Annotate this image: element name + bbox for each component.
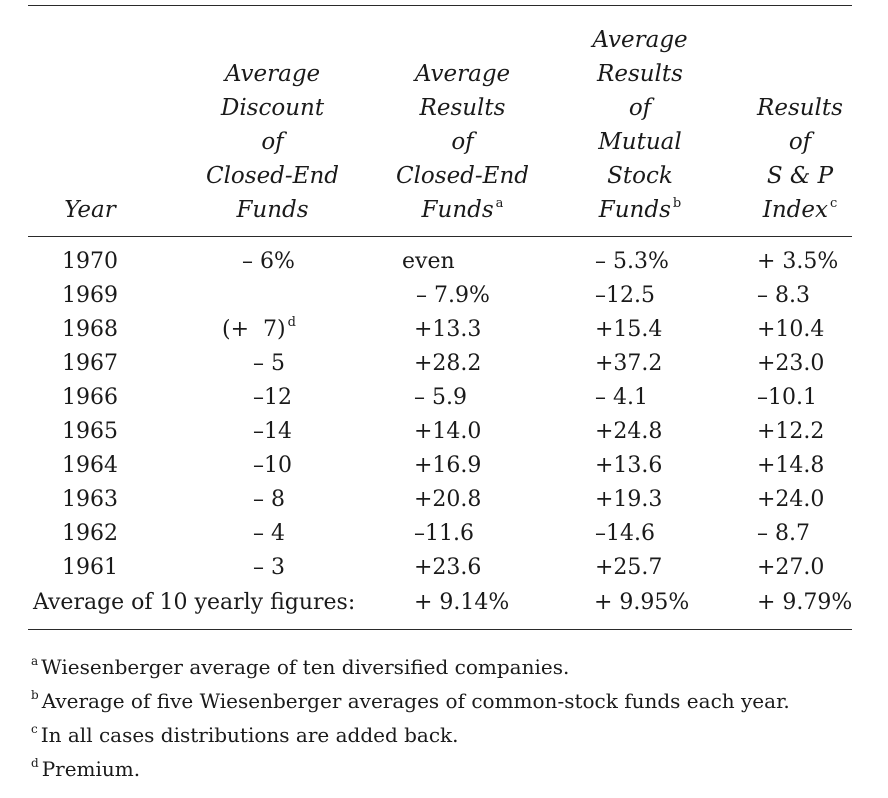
year-cell: 1965 bbox=[62, 419, 118, 444]
footnote-mark-c: c bbox=[829, 196, 838, 211]
sp-index-cell: – 8.3 bbox=[757, 283, 810, 308]
closed-end-cell: +13.3 bbox=[414, 317, 482, 342]
average-row: Average of 10 yearly figures: + 9.14% + … bbox=[0, 586, 888, 620]
footnote-mark-d: d bbox=[287, 315, 296, 330]
header-year: Year bbox=[64, 197, 116, 223]
closed-end-cell: – 7.9% bbox=[402, 283, 490, 308]
bottom-rule bbox=[28, 629, 852, 630]
header-average-discount: Average Discount of Closed-End Funds bbox=[205, 61, 340, 223]
closed-end-cell: +20.8 bbox=[414, 487, 482, 512]
table-row: 1970 – 6% even – 5.3% + 3.5% bbox=[0, 245, 888, 279]
sp-index-cell: –10.1 bbox=[757, 385, 817, 410]
year-cell: 1968 bbox=[62, 317, 118, 342]
sp-index-cell: +10.4 bbox=[757, 317, 825, 342]
year-cell: 1967 bbox=[62, 351, 118, 376]
sp-index-cell: +24.0 bbox=[757, 487, 825, 512]
footnote-mark-a: a bbox=[495, 196, 504, 211]
header-sp-index-results: Results of S & P Index c bbox=[757, 95, 843, 223]
closed-end-cell: +14.0 bbox=[414, 419, 482, 444]
footnote-mark-b: b bbox=[672, 196, 682, 211]
discount-cell: – 8 bbox=[253, 487, 285, 512]
discount-cell: – 4 bbox=[253, 521, 285, 546]
average-sp-index: + 9.79% bbox=[757, 590, 853, 615]
discount-cell: – 3 bbox=[253, 555, 285, 580]
header-rule bbox=[28, 236, 852, 237]
closed-end-cell: –11.6 bbox=[414, 521, 474, 546]
mutual-fund-cell: –14.6 bbox=[595, 521, 655, 546]
year-cell: 1970 bbox=[62, 249, 118, 274]
year-cell: 1964 bbox=[62, 453, 118, 478]
closed-end-cell: +28.2 bbox=[414, 351, 482, 376]
closed-end-cell: +16.9 bbox=[414, 453, 482, 478]
discount-cell: (+ 7) d bbox=[222, 315, 296, 342]
sp-index-cell: +14.8 bbox=[757, 453, 825, 478]
year-cell: 1966 bbox=[62, 385, 118, 410]
sp-index-cell: +27.0 bbox=[757, 555, 825, 580]
sp-index-cell: – 8.7 bbox=[757, 521, 810, 546]
table-row: 1963 – 8 +20.8 +19.3 +24.0 bbox=[0, 483, 888, 517]
year-cell: 1962 bbox=[62, 521, 118, 546]
mutual-fund-cell: –12.5 bbox=[595, 283, 655, 308]
mutual-fund-cell: – 4.1 bbox=[595, 385, 648, 410]
footnote-b: b Average of five Wiesenberger averages o… bbox=[31, 688, 790, 713]
discount-cell: –10 bbox=[253, 453, 292, 478]
header-mutual-fund-results: Average Results of Mutual Stock Funds b bbox=[592, 27, 688, 223]
mutual-fund-cell: – 5.3% bbox=[595, 249, 669, 274]
footnote-a: a Wiesenberger average of ten diversified… bbox=[31, 654, 570, 679]
table-row: 1961 – 3 +23.6 +25.7 +27.0 bbox=[0, 551, 888, 585]
header-closed-end-results: Average Results of Closed-End Funds a bbox=[395, 61, 530, 223]
table-row: 1962 – 4 –11.6 –14.6 – 8.7 bbox=[0, 517, 888, 551]
mutual-fund-cell: +19.3 bbox=[595, 487, 663, 512]
table-row: 1964 –10 +16.9 +13.6 +14.8 bbox=[0, 449, 888, 483]
table-row: 1966 –12 – 5.9 – 4.1 –10.1 bbox=[0, 381, 888, 415]
mutual-fund-cell: +25.7 bbox=[595, 555, 663, 580]
sp-index-cell: +23.0 bbox=[757, 351, 825, 376]
mutual-fund-cell: +24.8 bbox=[595, 419, 663, 444]
mutual-fund-cell: +15.4 bbox=[595, 317, 663, 342]
table-row: 1969 – 7.9% –12.5 – 8.3 bbox=[0, 279, 888, 313]
table-row: 1968 (+ 7) d +13.3 +15.4 +10.4 bbox=[0, 313, 888, 347]
sp-index-cell: +12.2 bbox=[757, 419, 825, 444]
footnotes: a Wiesenberger average of ten diversified… bbox=[31, 650, 861, 786]
average-label: Average of 10 yearly figures: bbox=[33, 590, 356, 615]
discount-cell: –12 bbox=[253, 385, 292, 410]
footnote-d: d Premium. bbox=[31, 756, 141, 781]
sp-index-cell: + 3.5% bbox=[757, 249, 839, 274]
year-cell: 1969 bbox=[62, 283, 118, 308]
footnote-c: c In all cases distributions are added ba… bbox=[31, 722, 459, 747]
closed-end-cell: +23.6 bbox=[414, 555, 482, 580]
top-rule bbox=[28, 5, 852, 6]
average-closed-end: + 9.14% bbox=[414, 590, 510, 615]
discount-cell: – 5 bbox=[253, 351, 285, 376]
discount-cell: –14 bbox=[253, 419, 292, 444]
discount-cell: – 6% bbox=[242, 249, 295, 274]
average-mutual-fund: + 9.95% bbox=[594, 590, 690, 615]
year-cell: 1963 bbox=[62, 487, 118, 512]
mutual-fund-cell: +37.2 bbox=[595, 351, 663, 376]
table-row: 1967 – 5 +28.2 +37.2 +23.0 bbox=[0, 347, 888, 381]
year-cell: 1961 bbox=[62, 555, 118, 580]
table-row: 1965 –14 +14.0 +24.8 +12.2 bbox=[0, 415, 888, 449]
closed-end-cell: even bbox=[402, 249, 455, 274]
mutual-fund-cell: +13.6 bbox=[595, 453, 663, 478]
closed-end-cell: – 5.9 bbox=[414, 385, 467, 410]
